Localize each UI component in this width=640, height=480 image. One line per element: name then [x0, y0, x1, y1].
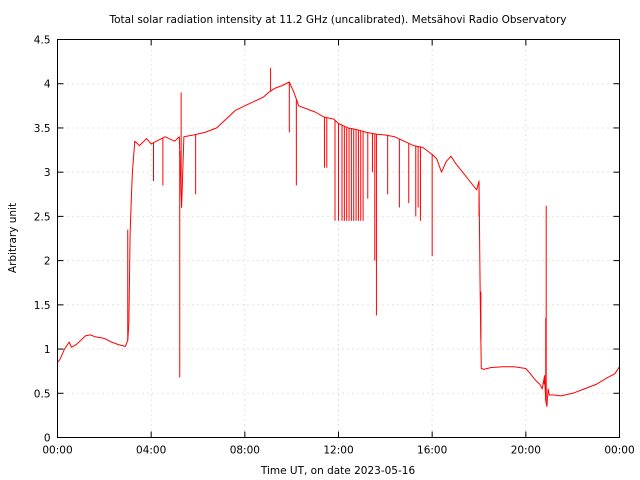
y-tick-label: 2.5 [34, 211, 51, 223]
y-tick-label: 0 [44, 433, 51, 445]
y-tick-label: 0.5 [34, 388, 51, 400]
series-line [57, 81, 620, 407]
x-tick-label: 20:00 [511, 445, 541, 457]
plot-area [57, 67, 620, 407]
y-axis-label: Arbitrary unit [7, 203, 19, 273]
y-tick-label: 4.5 [34, 35, 51, 47]
x-tick-label: 08:00 [230, 445, 260, 457]
x-tick-label: 00:00 [42, 445, 72, 457]
y-tick-label: 3.5 [34, 123, 51, 135]
x-tick-label: 16:00 [417, 445, 447, 457]
x-axis-label: Time UT, on date 2023-05-16 [260, 465, 416, 477]
y-tick-label: 1 [44, 344, 51, 356]
y-tick-label: 4 [44, 79, 51, 91]
y-tick-label: 1.5 [34, 300, 51, 312]
x-tick-label: 12:00 [323, 445, 353, 457]
chart-title: Total solar radiation intensity at 11.2 … [108, 14, 566, 26]
y-tick-label: 3 [44, 167, 51, 179]
axis-ticks: 0 0.5 1 1.5 2 2.5 3 3.5 4 4.5 00:00 04:00 08:00 12:00… [34, 35, 635, 457]
x-tick-label: 00:00 [604, 445, 634, 457]
x-tick-label: 04:00 [136, 445, 166, 457]
y-tick-label: 2 [44, 256, 51, 268]
